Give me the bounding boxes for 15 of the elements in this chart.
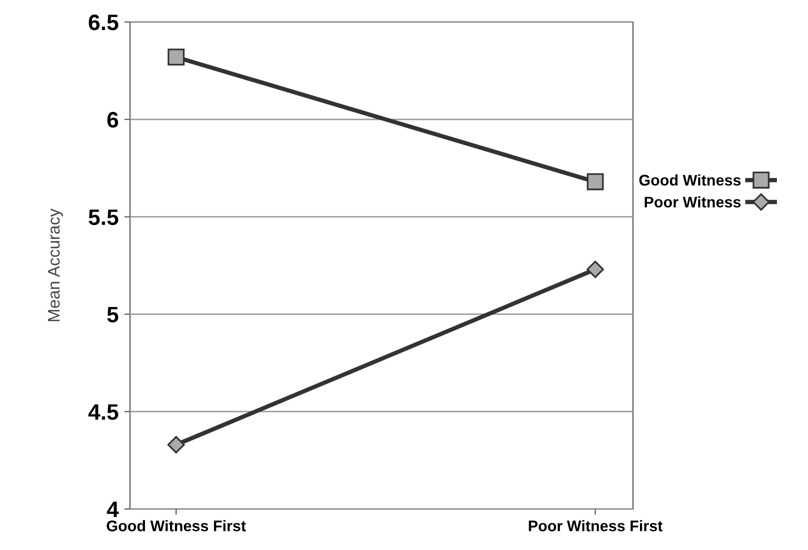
point	[168, 48, 185, 66]
y-tick-label: 5.5	[88, 210, 118, 226]
y-tick-label: 4	[106, 502, 119, 518]
y-tick-label: 6.5	[88, 14, 118, 30]
y-tick-label: 4.5	[88, 404, 118, 420]
legend-label: Poor Witness	[644, 196, 741, 208]
point	[586, 260, 604, 278]
point	[167, 436, 185, 454]
y-tick-label: 5	[107, 306, 118, 322]
y-tick-label: 6	[107, 112, 118, 128]
x-tick-label: Poor Witness First	[528, 520, 663, 532]
y-axis-title: Mean Accuracy	[48, 208, 63, 322]
point	[586, 173, 604, 190]
x-tick-label: Good Witness First	[106, 520, 246, 532]
legend-label: Good Witness	[639, 174, 741, 186]
